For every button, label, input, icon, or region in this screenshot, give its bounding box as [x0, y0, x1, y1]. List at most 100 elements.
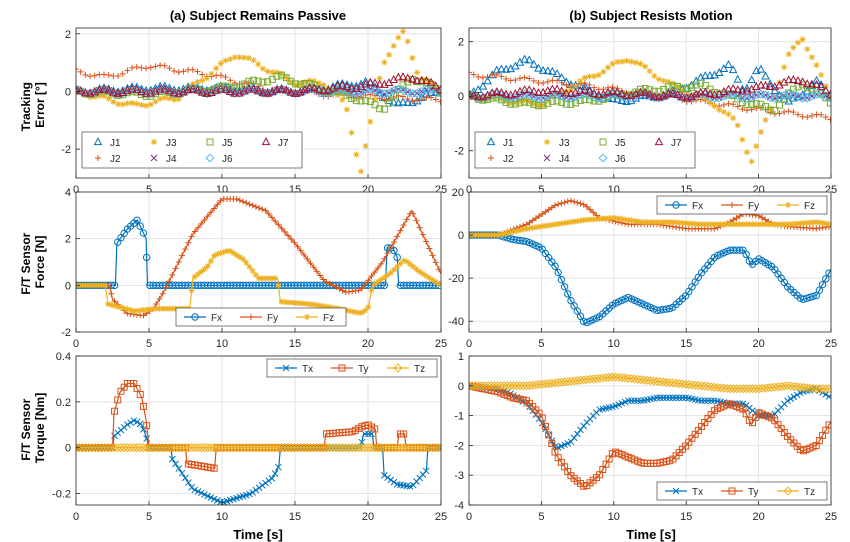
point-J1	[617, 96, 627, 104]
point-Tz	[331, 443, 341, 453]
point-Tx	[659, 394, 667, 402]
point-Fz	[130, 307, 137, 314]
series-J2	[76, 62, 441, 105]
y-tick-label: 0	[65, 443, 71, 455]
point-J3	[516, 98, 523, 105]
point-J7	[738, 86, 747, 95]
point-Fy	[368, 273, 375, 280]
x-tick-label: 5	[538, 338, 544, 350]
point-Fy	[108, 290, 115, 297]
point-Fx	[133, 216, 141, 224]
point-Tz	[646, 376, 656, 386]
point-J6	[779, 90, 789, 100]
point-J1	[510, 61, 520, 70]
point-J6	[751, 90, 761, 100]
point-J2	[827, 116, 831, 123]
point-Tz	[518, 381, 528, 391]
point-Tx	[361, 430, 369, 438]
point-J5	[581, 95, 589, 103]
point-Fz	[526, 225, 533, 232]
point-J2	[157, 62, 164, 69]
point-J2	[129, 64, 136, 71]
point-J5	[273, 72, 281, 80]
point-Tz	[155, 443, 165, 453]
point-Tz	[811, 384, 821, 394]
point-Fz	[673, 219, 680, 226]
point-Tz	[360, 443, 370, 453]
point-Fy	[336, 285, 343, 292]
point-Fz	[124, 306, 131, 313]
x-axis-label-b: Time [s]	[626, 527, 676, 542]
point-Fz	[561, 220, 568, 227]
point-Tz	[347, 443, 357, 453]
point-Fz	[810, 219, 817, 226]
point-J3	[744, 149, 751, 156]
point-Tz	[283, 443, 293, 453]
point-Tz	[383, 443, 393, 453]
point-Fz	[749, 221, 756, 228]
point-Tz	[338, 443, 348, 453]
point-J7	[309, 83, 319, 92]
point-J3	[194, 78, 201, 85]
point-Fy	[268, 214, 275, 221]
point-J7	[160, 84, 170, 93]
y-tick-label: 0	[458, 230, 464, 242]
point-J3	[804, 46, 811, 53]
legend-label-Fz: Fz	[804, 201, 815, 212]
point-J6	[552, 89, 562, 99]
point-Fy	[381, 255, 388, 262]
point-Fz	[507, 229, 514, 236]
x-tick-label: 25	[435, 338, 447, 350]
point-Fy	[545, 206, 552, 213]
point-Fz	[516, 227, 523, 234]
point-Tz	[684, 380, 694, 390]
legend-label-J5: J5	[615, 138, 626, 149]
point-J7	[249, 84, 258, 93]
point-Fz	[539, 223, 546, 230]
point-Ty	[538, 414, 546, 422]
point-J3	[651, 72, 658, 79]
point-J6	[668, 89, 678, 99]
point-J3	[409, 54, 416, 61]
point-J3	[484, 95, 491, 102]
point-J7	[426, 77, 436, 86]
point-J3	[269, 69, 276, 76]
point-Fz	[641, 219, 648, 226]
point-J7	[728, 84, 738, 92]
point-J6	[277, 84, 287, 94]
point-J7	[193, 85, 202, 94]
x-tick-label: 20	[752, 511, 764, 523]
point-Fz	[602, 215, 609, 222]
point-Fy	[201, 217, 208, 223]
point-J7	[761, 80, 770, 89]
y-tick-label: 2	[458, 37, 464, 49]
point-Tz	[90, 443, 100, 453]
point-J5	[348, 94, 356, 102]
point-Tx	[201, 491, 208, 498]
point-Fz	[304, 300, 311, 307]
point-Tz	[706, 382, 716, 392]
x-tick-label: 20	[362, 511, 374, 523]
point-J7	[188, 84, 198, 93]
point-Tz	[626, 374, 636, 384]
point-Fy	[387, 244, 394, 251]
point-Tz	[655, 377, 665, 387]
point-Tx	[387, 476, 395, 484]
point-J7	[552, 84, 562, 93]
series-Tz	[469, 372, 831, 394]
point-Fy	[326, 280, 333, 287]
point-Fz	[615, 215, 622, 222]
point-J3	[101, 93, 108, 100]
point-Tz	[405, 443, 415, 453]
plot-area	[76, 356, 441, 505]
point-J7	[705, 89, 715, 97]
y-tick-label: -0.2	[52, 489, 71, 501]
point-J7	[756, 80, 766, 89]
point-J7	[281, 85, 291, 94]
point-J1	[403, 97, 413, 106]
point-J6	[351, 89, 361, 99]
legend-label-Fy: Fy	[748, 201, 759, 212]
point-J5	[775, 101, 783, 109]
series-J7	[76, 72, 441, 97]
x-tick-label: 15	[680, 338, 692, 350]
